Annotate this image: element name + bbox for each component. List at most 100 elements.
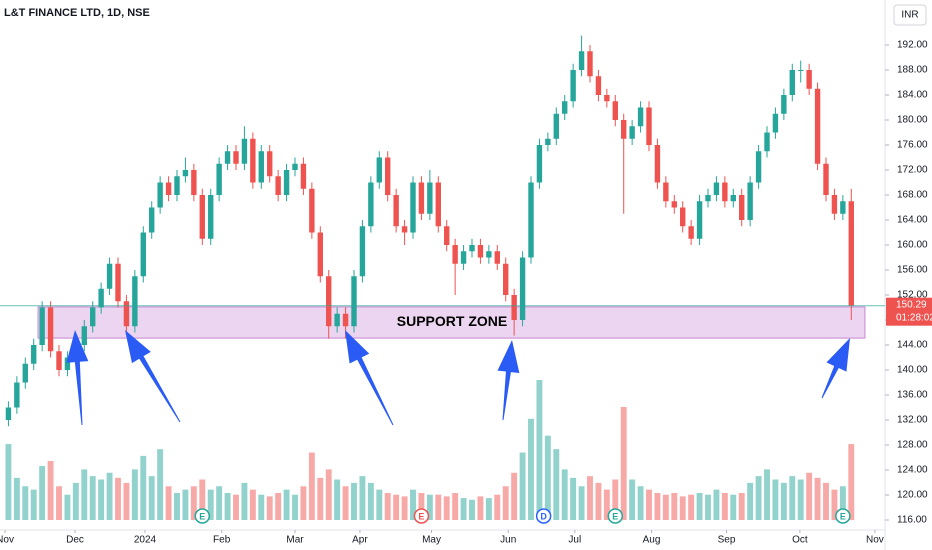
x-tick-label: Oct (792, 535, 808, 546)
candle-body (570, 70, 576, 102)
candle-body (831, 195, 838, 214)
countdown: 01:28:02 (896, 312, 932, 323)
volume-bar (426, 494, 433, 520)
candle-body (798, 70, 804, 71)
candle-body (452, 245, 458, 264)
volume-bar (30, 489, 37, 520)
candle-body (739, 195, 745, 220)
y-tick-label: 116.00 (897, 515, 927, 526)
candle-body (587, 51, 593, 77)
volume-bar (713, 489, 720, 520)
event-marker (413, 508, 430, 524)
y-tick-label: 144.00 (897, 340, 928, 351)
candle-body (663, 182, 669, 202)
event-label: E (840, 511, 846, 521)
candle-body (106, 263, 113, 289)
last-price-label: 150.29 (896, 299, 927, 310)
candle-body (157, 182, 163, 208)
x-tick-label: Feb (213, 535, 231, 546)
volume-bar (258, 494, 265, 520)
candle-body (781, 95, 787, 114)
volume-bar (578, 486, 585, 520)
candle-body (47, 307, 54, 352)
volume-bar (646, 489, 652, 520)
candle-body (241, 138, 248, 164)
y-tick-label: 172.00 (897, 165, 928, 176)
candle-body (418, 182, 425, 214)
volume-bar (56, 486, 62, 520)
candle-body (410, 182, 416, 233)
volume-bar (848, 444, 855, 520)
volume-bar (603, 489, 610, 520)
volume-bar (190, 486, 197, 520)
candle-body (132, 276, 138, 327)
volume-bar (5, 444, 12, 520)
event-label: D (540, 511, 547, 521)
currency[interactable]: INR (901, 10, 918, 21)
candle-body (730, 195, 736, 202)
candle-body (553, 113, 559, 139)
volume-bar (806, 472, 813, 520)
candle-body (317, 232, 323, 277)
y-tick-label: 132.00 (897, 415, 928, 426)
volume-bar (764, 469, 770, 520)
x-tick-label: Apr (352, 535, 368, 546)
y-tick-label: 180.00 (897, 115, 928, 126)
y-tick-label: 184.00 (897, 90, 928, 101)
last-price-box (886, 297, 932, 326)
y-tick-label: 120.00 (897, 490, 928, 501)
volume-bar (39, 466, 46, 520)
volume-bar (536, 380, 543, 520)
volume-bar (410, 489, 416, 520)
annotation-arrow (345, 330, 394, 426)
event-label: E (199, 511, 205, 521)
volume-bar (544, 435, 551, 520)
annotation-arrow (125, 330, 181, 423)
x-tick-label: Dec (66, 535, 84, 546)
volume-bar (317, 477, 324, 520)
volume-bar (755, 476, 762, 520)
volume-bar (98, 479, 105, 520)
volume-bar (797, 479, 804, 520)
currency-box[interactable] (893, 4, 927, 26)
y-tick-label: 140.00 (897, 365, 928, 376)
event-marker (194, 508, 211, 524)
x-tick-label: Mar (286, 535, 304, 546)
volume-bar (831, 489, 838, 520)
volume-bar (292, 494, 298, 520)
volume-bar (553, 449, 560, 520)
volume-bar (266, 496, 273, 520)
candle-body (267, 151, 273, 177)
volume-bar (443, 496, 450, 520)
volume-bar (376, 489, 383, 520)
volume-bar (789, 476, 796, 520)
candle-body (199, 195, 205, 239)
volume-bar (106, 472, 113, 520)
volume-bar (620, 406, 627, 520)
candle-body (486, 251, 492, 258)
volume-bar (224, 493, 231, 520)
event-marker (835, 508, 851, 524)
candle-body (39, 307, 45, 345)
volume-bar (469, 499, 475, 520)
volume-bar (308, 452, 315, 520)
y-tick-label: 128.00 (897, 440, 928, 451)
candle-body (385, 157, 391, 195)
candle-body (604, 95, 610, 102)
volume-bar (460, 498, 467, 520)
volume-bar (249, 489, 256, 520)
candle-body (469, 245, 475, 252)
candle-body (747, 182, 753, 220)
volume-bar (494, 494, 501, 520)
volume-bar (72, 482, 79, 520)
volume-bar (283, 489, 290, 520)
candle-body (140, 232, 146, 277)
volume-bar (300, 486, 307, 520)
candle-body (477, 245, 484, 258)
candle-body (326, 276, 332, 327)
volume-bar (721, 493, 728, 520)
volume-bar (418, 493, 425, 520)
candle-body (191, 170, 197, 195)
candle-body (705, 195, 711, 202)
candle-body (595, 76, 602, 95)
